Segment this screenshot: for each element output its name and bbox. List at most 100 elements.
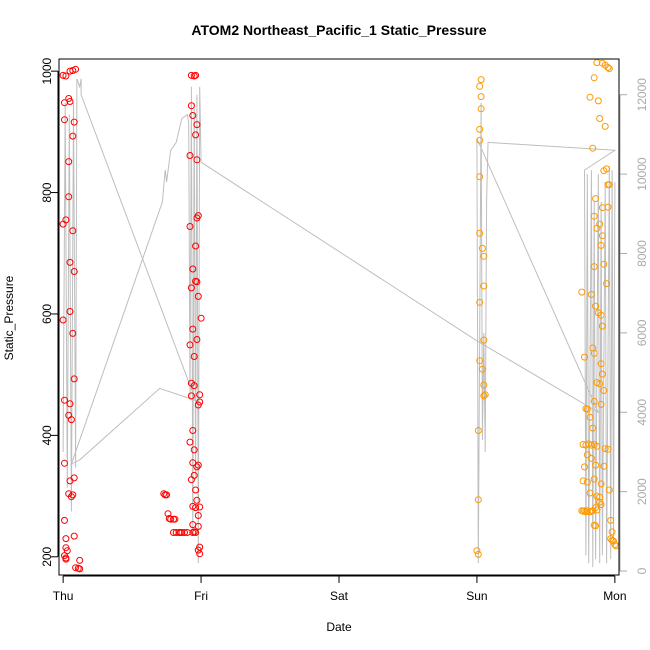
data-point [600, 462, 608, 470]
data-point [167, 515, 175, 523]
data-point [589, 144, 597, 152]
data-point [163, 491, 171, 499]
data-point [478, 365, 486, 373]
x-tick-label: Sun [466, 589, 487, 603]
data-point [474, 550, 482, 558]
data-point [611, 541, 619, 549]
data-point [477, 76, 485, 84]
data-point [474, 427, 482, 434]
data-point [476, 229, 484, 237]
data-point [579, 477, 587, 485]
data-point [607, 516, 615, 524]
data-point [194, 292, 202, 300]
data-point [196, 503, 204, 511]
data-point [480, 282, 488, 290]
data-point [605, 181, 613, 189]
data-point [605, 486, 613, 494]
x-axis-label: Date [326, 620, 352, 634]
x-tick-label: Thu [53, 589, 74, 603]
data-point [190, 471, 198, 479]
data-point [69, 132, 77, 140]
data-point [70, 532, 78, 540]
data-point [590, 397, 598, 405]
y-tick-label: 1000 [40, 57, 54, 84]
data-point [600, 260, 608, 268]
data-point [476, 125, 484, 133]
data-point [593, 506, 601, 514]
data-point [600, 167, 608, 175]
data-point [59, 71, 67, 79]
data-point [481, 391, 489, 399]
y-axis-left: 200 400 600 800 1000 [40, 57, 59, 567]
data-point [70, 474, 78, 482]
data-point [480, 381, 488, 389]
data-point [593, 442, 601, 450]
x-axis: Thu Fri Sat Sun Mon [53, 575, 627, 603]
data-point [59, 220, 67, 228]
data-point [192, 131, 200, 139]
line-series [62, 78, 617, 568]
data-point [587, 454, 595, 462]
data-point [62, 72, 70, 80]
data-point [194, 401, 202, 409]
y2-tick-label: 8000 [635, 240, 649, 267]
data-point [190, 446, 198, 454]
data-point [601, 445, 609, 453]
data-point [590, 475, 598, 483]
data-point [187, 71, 195, 79]
data-point [190, 353, 198, 360]
data-point [476, 82, 484, 90]
y-axis-label: Static_Pressure [2, 275, 16, 360]
data-point [480, 336, 488, 344]
data-point [586, 413, 594, 421]
data-point [69, 227, 77, 235]
data-point [61, 396, 68, 404]
data-point [603, 280, 611, 288]
data-point [186, 152, 194, 159]
data-point [192, 71, 200, 79]
data-point [65, 193, 73, 201]
data-point [598, 204, 606, 212]
data-point [62, 555, 70, 563]
y2-tick-label: 10000 [635, 157, 649, 191]
data-point [601, 122, 609, 130]
data-point [194, 461, 202, 469]
data-point [70, 268, 78, 275]
data-point [187, 392, 195, 400]
data-point [578, 288, 586, 296]
data-point [598, 322, 606, 330]
data-point [187, 476, 195, 484]
data-point [194, 522, 202, 530]
y2-tick-label: 12000 [635, 78, 649, 112]
data-point [66, 98, 74, 105]
data-point [193, 463, 201, 471]
data-point [604, 203, 612, 211]
data-point [605, 65, 613, 73]
data-point [581, 353, 588, 361]
data-point [583, 405, 591, 413]
data-point [480, 392, 488, 400]
data-point [189, 112, 197, 119]
data-point [76, 556, 84, 564]
x-tick-label: Sat [330, 589, 349, 603]
data-point [604, 64, 612, 71]
data-point [597, 400, 605, 408]
data-point [596, 493, 604, 501]
data-point [589, 424, 597, 432]
data-point [192, 529, 200, 536]
data-point [590, 349, 598, 357]
data-point [592, 522, 600, 530]
data-point [62, 535, 70, 543]
data-point [70, 118, 78, 126]
y-tick-label: 400 [40, 425, 54, 445]
points-layer [59, 59, 620, 573]
x-tick-label: Fri [194, 589, 208, 603]
data-point [196, 550, 204, 558]
data-point [581, 463, 588, 471]
data-point [608, 528, 616, 536]
y-axis-right: 0 2000 4000 6000 8000 10000 12000 [619, 78, 649, 574]
data-point [67, 416, 75, 424]
data-point [61, 459, 68, 467]
data-point [72, 564, 80, 572]
